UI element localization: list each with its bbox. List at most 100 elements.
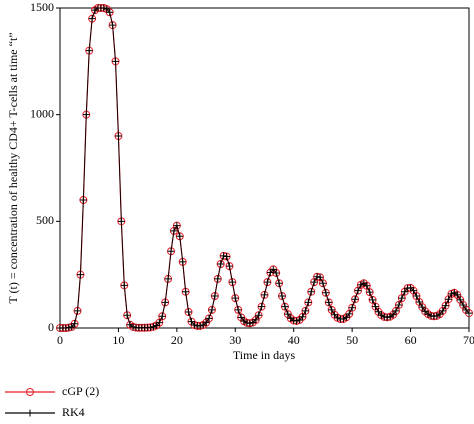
point-marker [272, 269, 280, 277]
point-marker [436, 310, 444, 318]
point-marker [225, 262, 233, 270]
point-marker [310, 278, 318, 286]
point-marker [334, 314, 342, 322]
point-marker [269, 265, 277, 273]
x-tick-label: 0 [57, 333, 63, 347]
x-tick-label: 70 [463, 333, 474, 347]
point-marker [179, 258, 187, 266]
point-marker [185, 308, 193, 316]
legend-label: cGP (2) [62, 384, 99, 398]
point-marker [445, 295, 453, 303]
point-marker [339, 315, 347, 323]
point-marker [447, 290, 455, 298]
point-marker [82, 111, 90, 119]
point-marker [129, 323, 137, 331]
point-marker [109, 21, 117, 29]
point-marker [117, 217, 125, 225]
point-marker [214, 275, 222, 283]
point-marker [392, 307, 400, 315]
point-marker [453, 291, 461, 299]
point-marker [462, 306, 470, 314]
point-marker [234, 306, 242, 314]
x-tick-label: 30 [229, 333, 241, 347]
point-marker [348, 304, 356, 312]
point-marker [205, 314, 213, 322]
point-marker [401, 288, 409, 296]
point-marker [284, 310, 292, 318]
point-marker [342, 313, 350, 321]
point-marker [106, 8, 114, 16]
point-marker [293, 317, 301, 325]
point-marker [68, 323, 76, 331]
point-marker [211, 292, 219, 300]
point-marker [217, 260, 225, 268]
point-marker [383, 313, 391, 321]
point-marker [301, 307, 309, 315]
point-marker [456, 296, 464, 304]
y-tick-label: 500 [36, 213, 54, 227]
point-marker [120, 281, 128, 289]
y-tick-label: 1500 [30, 0, 54, 14]
point-marker [79, 196, 87, 204]
point-marker [433, 312, 441, 320]
point-marker [322, 289, 330, 297]
point-marker [202, 319, 210, 327]
point-marker [459, 301, 467, 309]
point-marker [374, 308, 382, 316]
point-marker [418, 303, 426, 311]
point-marker [100, 4, 108, 12]
point-marker [112, 57, 120, 65]
point-marker [266, 269, 274, 277]
point-marker [278, 292, 286, 300]
point-marker [155, 319, 163, 327]
point-marker [331, 311, 339, 319]
point-marker [316, 273, 324, 281]
point-marker [415, 298, 423, 306]
point-marker [307, 288, 315, 296]
point-marker [398, 294, 406, 302]
point-marker [182, 288, 190, 296]
point-marker [76, 271, 84, 279]
y-tick-label: 0 [48, 320, 54, 334]
point-marker [439, 307, 447, 315]
point-marker [71, 320, 79, 328]
y-tick-label: 1000 [30, 106, 54, 120]
point-marker [263, 278, 271, 286]
point-marker [363, 282, 371, 290]
point-marker [196, 322, 204, 330]
point-marker [240, 317, 248, 325]
point-marker [103, 5, 111, 13]
point-marker [74, 307, 82, 315]
legend-label: RK4 [62, 405, 85, 419]
point-marker [369, 296, 377, 304]
point-marker [412, 292, 420, 300]
point-marker [65, 324, 73, 332]
point-marker [149, 323, 157, 331]
point-marker [170, 227, 178, 235]
point-marker [304, 298, 312, 306]
point-marker [161, 298, 169, 306]
point-marker [366, 288, 374, 296]
point-marker [158, 312, 166, 320]
point-marker [351, 295, 359, 303]
point-marker [372, 303, 380, 311]
x-tick-label: 20 [171, 333, 183, 347]
x-tick-label: 50 [346, 333, 358, 347]
point-marker [208, 306, 216, 314]
point-marker [173, 222, 181, 230]
point-marker [328, 306, 336, 314]
point-marker [261, 291, 268, 299]
point-marker [123, 311, 131, 319]
point-marker [296, 316, 304, 324]
point-marker [442, 302, 450, 310]
point-marker [354, 287, 362, 295]
point-marker [424, 310, 432, 318]
point-marker [389, 311, 397, 319]
point-marker [255, 311, 263, 319]
x-axis-label: Time in days [233, 348, 296, 362]
point-marker [220, 252, 228, 260]
point-marker [88, 15, 96, 23]
plot-frame [59, 7, 470, 329]
point-marker [281, 303, 289, 311]
